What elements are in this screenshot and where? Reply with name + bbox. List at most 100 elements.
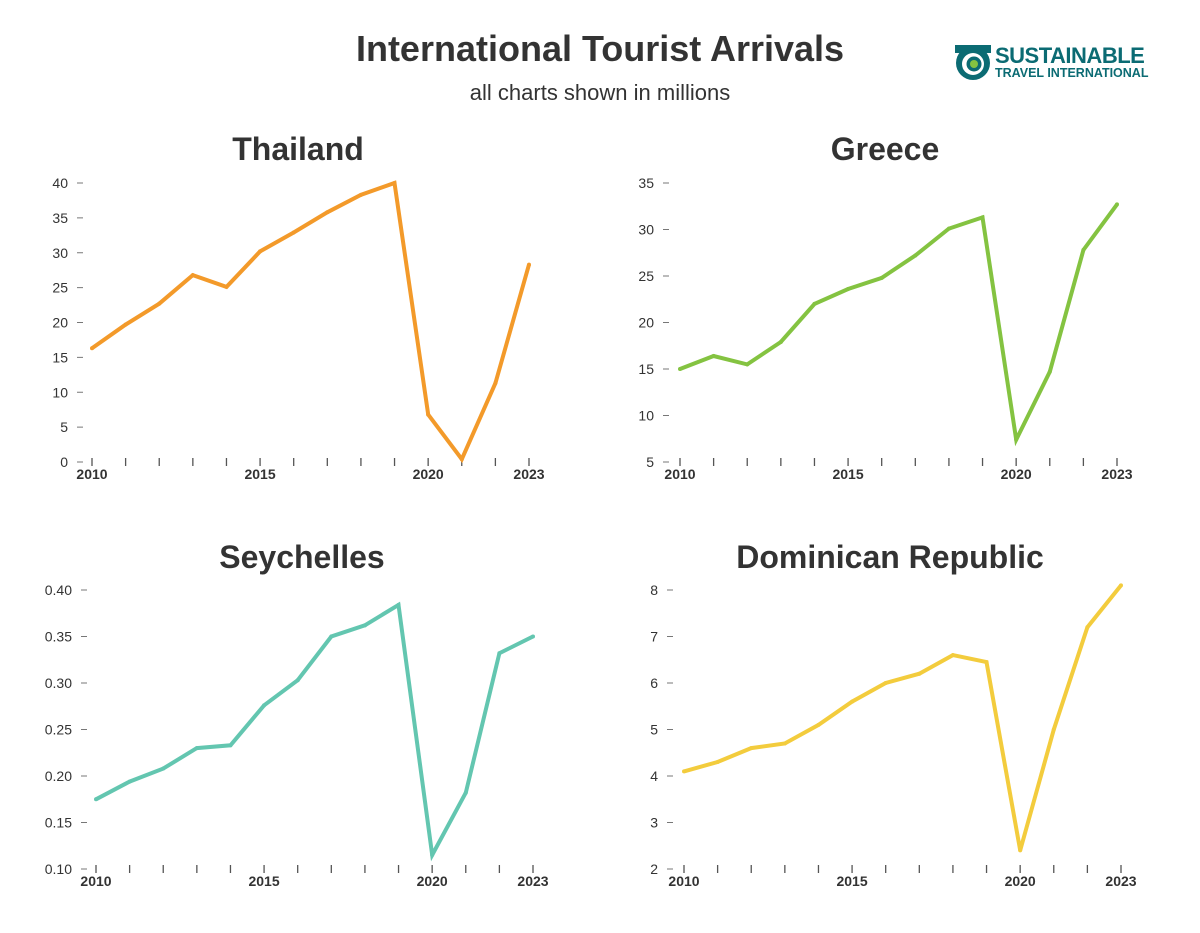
y-tick-label: 3 xyxy=(650,815,658,831)
data-point xyxy=(1051,727,1056,732)
y-tick-label: 35 xyxy=(52,210,68,226)
data-point xyxy=(812,301,817,306)
data-point xyxy=(678,367,682,371)
data-point xyxy=(913,253,918,258)
chart-title: Thailand xyxy=(232,131,364,167)
y-tick-label: 0.10 xyxy=(45,861,72,877)
data-point xyxy=(946,226,951,231)
chart-panel: Seychelles 0.10 0.15 0.20 0.25 0.30 0.35 0.40 20… xyxy=(45,539,549,889)
y-tick-label: 5 xyxy=(646,454,654,470)
data-point xyxy=(711,353,716,358)
x-tick-label: 2010 xyxy=(664,466,695,482)
data-point xyxy=(123,322,128,327)
data-point xyxy=(879,275,884,280)
data-point xyxy=(1085,625,1090,630)
y-tick-label: 7 xyxy=(650,629,658,645)
data-point xyxy=(194,746,199,751)
data-point xyxy=(1115,202,1119,207)
data-point xyxy=(493,381,498,386)
x-tick-label: 2015 xyxy=(244,466,275,482)
x-tick-label: 2010 xyxy=(668,873,699,889)
logo: SUSTAINABLE TRAVEL INTERNATIONAL xyxy=(955,43,1165,85)
data-point xyxy=(715,760,720,765)
data-point xyxy=(262,703,267,708)
y-tick-label: 5 xyxy=(650,722,658,738)
y-tick-label: 25 xyxy=(52,280,68,296)
chart-title: Seychelles xyxy=(219,539,384,575)
x-tick-label: 2023 xyxy=(517,873,548,889)
logo-text-main: SUSTAINABLE xyxy=(995,43,1145,68)
y-tick-label: 0 xyxy=(60,454,68,470)
y-tick-label: 20 xyxy=(638,315,654,331)
data-point xyxy=(1014,437,1019,442)
x-tick-label: 2023 xyxy=(513,466,544,482)
data-point xyxy=(917,671,922,676)
series-line xyxy=(679,203,1119,447)
chart-panel: Dominican Republic 2 3 4 5 6 7 8 2010 2015 2020 202… xyxy=(650,539,1137,889)
data-point xyxy=(497,651,502,656)
x-tick-label: 2015 xyxy=(832,466,863,482)
page-title: International Tourist Arrivals xyxy=(355,28,845,69)
y-tick-label: 0.40 xyxy=(45,582,72,598)
y-tick-label: 15 xyxy=(52,349,68,365)
y-tick-label: 0.35 xyxy=(45,629,72,645)
y-tick-label: 5 xyxy=(60,419,68,435)
y-tick-label: 10 xyxy=(52,384,68,400)
data-point xyxy=(295,678,300,683)
chart-panel: Greece 5 10 15 20 25 30 35 2010 2015 2020 2023 xyxy=(638,131,1132,482)
data-point xyxy=(850,699,855,704)
data-point xyxy=(161,766,166,771)
page-subtitle: all charts shown in millions xyxy=(469,80,731,105)
y-tick-label: 15 xyxy=(638,361,654,377)
data-point xyxy=(396,602,401,607)
data-point xyxy=(883,681,888,685)
data-point xyxy=(950,653,955,658)
logo-text-sub: TRAVEL INTERNATIONAL xyxy=(995,66,1149,80)
y-tick-label: 0.15 xyxy=(45,815,72,831)
data-point xyxy=(90,346,94,351)
data-point xyxy=(127,779,132,784)
data-point xyxy=(463,790,468,795)
data-point xyxy=(157,301,162,306)
data-point xyxy=(459,457,464,462)
x-tick-label: 2015 xyxy=(836,873,867,889)
x-tick-label: 2023 xyxy=(1105,873,1136,889)
x-tick-label: 2020 xyxy=(1005,873,1036,889)
data-point xyxy=(392,181,397,185)
x-tick-label: 2015 xyxy=(248,873,279,889)
data-point xyxy=(1119,583,1123,588)
data-point xyxy=(1081,247,1086,252)
y-tick-label: 30 xyxy=(638,222,654,238)
y-tick-label: 4 xyxy=(650,768,658,784)
y-tick-label: 8 xyxy=(650,582,658,598)
data-point xyxy=(846,287,851,292)
y-tick-label: 0.20 xyxy=(45,768,72,784)
data-point xyxy=(682,769,686,774)
y-tick-label: 6 xyxy=(650,675,658,691)
data-point xyxy=(980,215,985,220)
series-line xyxy=(95,601,534,862)
data-point xyxy=(778,340,783,345)
y-tick-label: 20 xyxy=(52,315,68,331)
data-point xyxy=(426,412,431,417)
data-point xyxy=(745,362,750,367)
chart-panel: Thailand 0 5 10 15 20 25 30 35 40 2010 2015 2020 2023 xyxy=(52,131,544,482)
x-tick-label: 2020 xyxy=(1001,466,1032,482)
data-point xyxy=(362,623,367,628)
data-point xyxy=(190,273,195,278)
data-point xyxy=(527,262,531,267)
data-point xyxy=(291,230,296,235)
y-tick-label: 0.25 xyxy=(45,722,72,738)
y-tick-label: 0.30 xyxy=(45,675,72,691)
x-tick-label: 2010 xyxy=(76,466,107,482)
data-point xyxy=(816,722,821,727)
data-point xyxy=(358,192,363,197)
series-line xyxy=(683,584,1123,851)
globe-swirl-icon xyxy=(955,45,991,80)
chart-title: Dominican Republic xyxy=(736,539,1044,575)
data-point xyxy=(94,797,98,802)
data-point xyxy=(782,741,787,746)
data-point xyxy=(984,660,989,665)
data-point xyxy=(329,634,334,639)
